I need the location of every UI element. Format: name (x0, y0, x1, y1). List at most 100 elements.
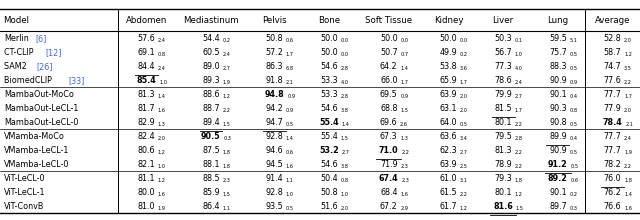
Text: 1.9: 1.9 (222, 80, 230, 85)
Text: 1.2: 1.2 (157, 150, 166, 155)
Text: 55.4: 55.4 (319, 118, 339, 127)
Text: 1.3: 1.3 (158, 122, 166, 127)
Text: 2.4: 2.4 (158, 38, 166, 43)
Text: 2.2: 2.2 (515, 122, 522, 127)
Text: 0.6: 0.6 (571, 178, 579, 183)
Text: 1.3: 1.3 (400, 136, 408, 141)
Text: 82.1: 82.1 (138, 160, 155, 169)
Text: 3.6: 3.6 (460, 66, 468, 71)
Text: 1.2: 1.2 (157, 178, 166, 183)
Text: 77.7: 77.7 (604, 90, 621, 99)
Text: 2.4: 2.4 (222, 52, 230, 57)
Text: 68.4: 68.4 (380, 188, 397, 197)
Text: 1.5: 1.5 (400, 108, 408, 113)
Text: 0.8: 0.8 (340, 178, 349, 183)
Text: 1.5: 1.5 (222, 122, 230, 127)
Text: 62.3: 62.3 (440, 146, 457, 155)
Text: 81.5: 81.5 (494, 104, 512, 113)
Text: 2.8: 2.8 (340, 66, 349, 71)
Text: 81.7: 81.7 (138, 104, 155, 113)
Text: 88.1: 88.1 (202, 160, 220, 169)
Text: 0.9: 0.9 (400, 94, 408, 99)
Text: 0.9: 0.9 (286, 108, 294, 113)
Text: 0.9: 0.9 (287, 94, 295, 99)
Text: Merlin: Merlin (4, 34, 29, 43)
Text: 92.8: 92.8 (266, 132, 284, 141)
Text: 2.3: 2.3 (401, 178, 410, 183)
Text: MambaOut-LeCL-1: MambaOut-LeCL-1 (4, 104, 78, 113)
Text: 81.1: 81.1 (138, 174, 155, 183)
Text: 69.5: 69.5 (380, 90, 397, 99)
Text: Liver: Liver (493, 16, 514, 25)
Text: 50.8: 50.8 (320, 188, 338, 197)
Text: 94.2: 94.2 (266, 104, 284, 113)
Text: 75.7: 75.7 (549, 48, 567, 57)
Text: 50.0: 50.0 (440, 34, 457, 43)
Text: 2.2: 2.2 (515, 150, 522, 155)
Text: 2.9: 2.9 (400, 206, 408, 211)
Text: 68.8: 68.8 (380, 104, 397, 113)
Text: [6]: [6] (36, 34, 47, 43)
Text: 2.0: 2.0 (157, 136, 166, 141)
Text: 81.3: 81.3 (495, 146, 512, 155)
Text: Mediastinum: Mediastinum (183, 16, 239, 25)
Text: 53.2: 53.2 (319, 146, 339, 155)
Text: 90.8: 90.8 (549, 118, 567, 127)
Text: 2.0: 2.0 (460, 94, 468, 99)
Text: 0.2: 0.2 (570, 192, 577, 197)
Text: Pelvis: Pelvis (262, 16, 287, 25)
Text: 94.6: 94.6 (266, 146, 284, 155)
Text: 61.7: 61.7 (440, 202, 457, 211)
Text: 50.8: 50.8 (266, 34, 284, 43)
Text: 57.2: 57.2 (266, 48, 284, 57)
Text: 50.7: 50.7 (380, 48, 397, 57)
Text: 54.6: 54.6 (320, 104, 338, 113)
Text: 1.2: 1.2 (624, 52, 632, 57)
Text: 0.5: 0.5 (569, 66, 577, 71)
Text: 2.2: 2.2 (460, 192, 468, 197)
Text: 69.6: 69.6 (380, 118, 397, 127)
Text: 2.4: 2.4 (624, 136, 632, 141)
Text: 89.2: 89.2 (548, 174, 568, 183)
Text: 1.4: 1.4 (342, 122, 349, 127)
Text: 0.0: 0.0 (340, 52, 349, 57)
Text: 50.3: 50.3 (494, 34, 512, 43)
Text: 86.4: 86.4 (202, 202, 220, 211)
Text: 63.6: 63.6 (440, 132, 457, 141)
Text: 90.5: 90.5 (201, 132, 221, 141)
Text: 90.9: 90.9 (549, 76, 567, 85)
Text: 4.0: 4.0 (340, 80, 349, 85)
Text: 0.2: 0.2 (460, 52, 468, 57)
Text: 2.0: 2.0 (624, 38, 632, 43)
Text: 0.4: 0.4 (570, 94, 577, 99)
Text: 82.9: 82.9 (138, 118, 155, 127)
Text: 63.9: 63.9 (440, 160, 457, 169)
Text: 1.7: 1.7 (515, 108, 522, 113)
Text: 0.5: 0.5 (570, 150, 577, 155)
Text: 78.2: 78.2 (604, 160, 621, 169)
Text: 86.3: 86.3 (266, 62, 283, 71)
Text: 90.1: 90.1 (549, 188, 567, 197)
Text: 89.7: 89.7 (549, 202, 567, 211)
Text: 94.7: 94.7 (266, 118, 284, 127)
Text: 1.8: 1.8 (515, 178, 523, 183)
Text: 1.9: 1.9 (157, 206, 166, 211)
Text: 77.9: 77.9 (604, 104, 621, 113)
Text: 1.8: 1.8 (222, 150, 230, 155)
Text: 2.8: 2.8 (515, 136, 523, 141)
Text: 59.5: 59.5 (549, 34, 567, 43)
Text: 1.7: 1.7 (400, 80, 408, 85)
Text: 74.7: 74.7 (604, 62, 621, 71)
Text: 1.5: 1.5 (222, 192, 230, 197)
Text: Bone: Bone (318, 16, 340, 25)
Text: 71.9: 71.9 (380, 160, 397, 169)
Text: 4.0: 4.0 (515, 66, 523, 71)
Text: 1.6: 1.6 (400, 192, 408, 197)
Text: 63.1: 63.1 (440, 104, 457, 113)
Text: Soft Tissue: Soft Tissue (365, 16, 412, 25)
Text: 1.2: 1.2 (460, 206, 468, 211)
Text: 2.6: 2.6 (400, 122, 408, 127)
Text: 3.8: 3.8 (340, 108, 349, 113)
Text: 0.5: 0.5 (460, 122, 468, 127)
Text: 0.5: 0.5 (570, 52, 577, 57)
